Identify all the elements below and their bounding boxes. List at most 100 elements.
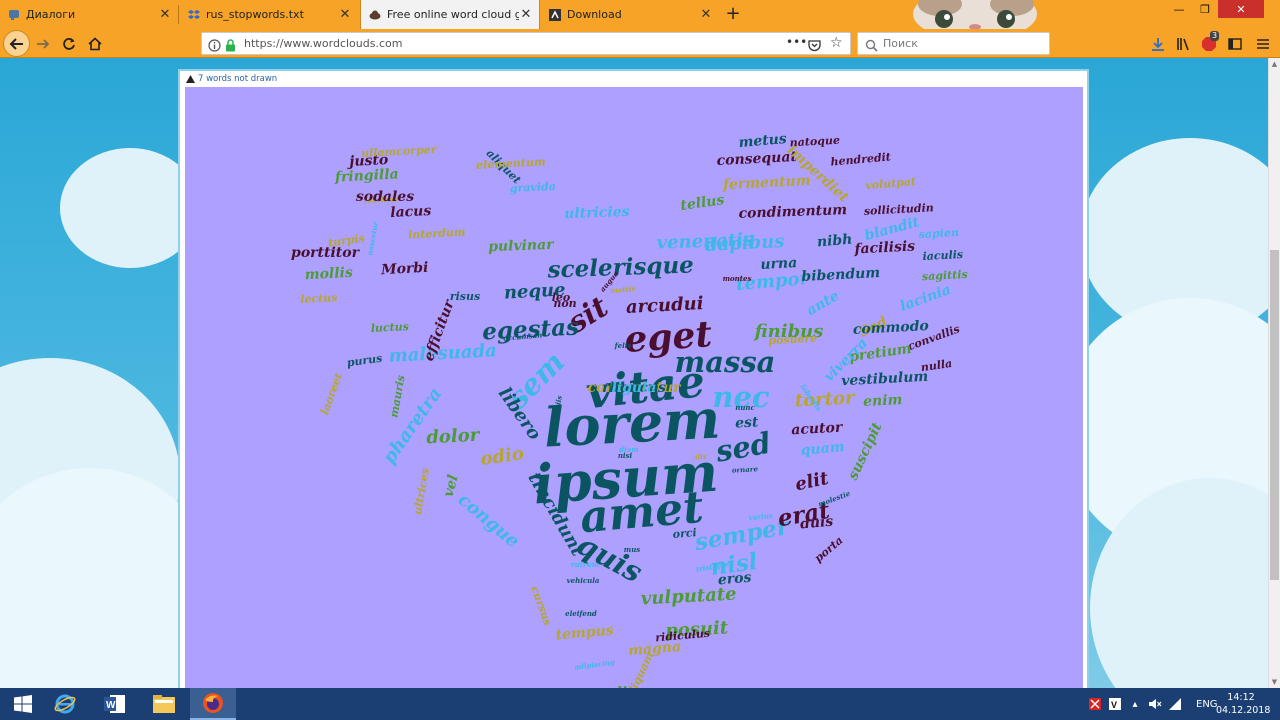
tray-expand-icon[interactable]: ▴ (1132, 698, 1138, 710)
navigation-toolbar: https://www.wordclouds.com ••• ☆ Поиск 3 (0, 29, 1280, 58)
url-bar[interactable]: https://www.wordclouds.com ••• ☆ (201, 32, 851, 55)
wordcloud-word: sodales (356, 189, 414, 205)
restore-button[interactable]: ❐ (1200, 2, 1210, 16)
firefox-icon (203, 693, 223, 713)
wordcloud-word: lacus (390, 203, 432, 221)
taskbar-file-explorer[interactable] (141, 688, 187, 720)
tab-close-icon[interactable]: ✕ (520, 7, 532, 22)
wordcloud-word: nibh (816, 232, 853, 251)
windows-taskbar: W V ▴ ENG 14:12 04.12.2018 (0, 688, 1280, 720)
windows-logo-icon (14, 695, 32, 713)
wordcloud-word: eros (717, 570, 752, 589)
wordcloud-word: vestibulum (841, 369, 929, 390)
svg-text:W: W (106, 700, 116, 711)
tab-close-icon[interactable]: ✕ (700, 7, 712, 22)
minimize-button[interactable]: — (1173, 2, 1185, 16)
wordcloud-word: posuit (665, 617, 730, 641)
tab-wordclouds[interactable]: Free online word cloud generat ✕ (360, 0, 540, 29)
wordcloud-word: diam (619, 445, 639, 454)
search-bar[interactable]: Поиск (857, 32, 1050, 55)
wordcloud-word: neque (503, 279, 566, 303)
wordcloud-word: ipsum (531, 440, 720, 517)
wordcloud-word: accumsan (503, 330, 543, 342)
pocket-icon[interactable] (808, 37, 821, 56)
wordcloud-word: gravida (510, 180, 557, 195)
wordcloud-word: metus (738, 131, 788, 151)
sidebar-button[interactable] (1225, 31, 1245, 56)
wordcloud-word: faucibus (363, 194, 398, 205)
wordcloud-word: porta (812, 534, 846, 565)
wordcloud-word: mollis (304, 265, 353, 283)
wordcloud-word: enim (863, 392, 903, 410)
new-tab-button[interactable]: + (725, 3, 741, 24)
bookmark-star-icon[interactable]: ☆ (830, 35, 843, 51)
input-language-indicator[interactable]: ENG (1196, 698, 1218, 710)
page-content: 7 words not drawn lorem ipsum vitae amet ege… (0, 58, 1268, 688)
tab-stopwords[interactable]: rus_stopwords.txt ✕ (180, 0, 358, 29)
wordcloud-word: justo (346, 152, 389, 170)
page-actions-icon[interactable]: ••• (786, 35, 808, 49)
scroll-down-arrow-icon[interactable]: ▼ (1271, 678, 1278, 686)
reload-button[interactable] (58, 31, 80, 56)
wordcloud-canvas[interactable]: lorem ipsum vitae amet eget massa quis sit sem ne… (185, 87, 1083, 688)
volume-muted-icon[interactable] (1148, 697, 1162, 711)
taskbar-word[interactable]: W (92, 688, 138, 720)
wordcloud-word: turpis (327, 232, 365, 250)
tab-title: rus_stopwords.txt (206, 8, 304, 21)
scroll-thumb[interactable] (1270, 250, 1279, 580)
start-button[interactable] (0, 688, 46, 720)
wordcloud-word: ultrices (411, 467, 432, 516)
warning-icon (186, 75, 195, 83)
wordcloud-word: adipiscing (574, 657, 615, 672)
url-text: https://www.wordclouds.com (244, 37, 403, 50)
wordcloud-word: duis (799, 514, 834, 533)
app-icon (549, 8, 561, 21)
wordcloud-word: venenatis (656, 229, 753, 253)
close-window-button[interactable]: ✕ (1218, 0, 1264, 18)
lock-icon (225, 37, 236, 56)
wordcloud-word: lorem (542, 386, 722, 459)
svg-text:V: V (1111, 700, 1117, 710)
wordcloud-word: nisl (709, 548, 760, 581)
wordcloud-word: eleifend (565, 609, 597, 618)
taskbar-internet-explorer[interactable] (42, 688, 88, 720)
back-button[interactable] (3, 30, 30, 57)
tray-app-icon[interactable]: V (1108, 697, 1122, 711)
scroll-up-arrow-icon[interactable]: ▲ (1271, 60, 1278, 68)
download-icon (1152, 37, 1164, 51)
notice-text: 7 words not drawn (198, 74, 278, 84)
theme-kitten-image (900, 0, 1050, 29)
wordcloud-word: nulla (920, 357, 953, 374)
menu-button[interactable] (1252, 31, 1274, 56)
wordcloud-word: molestie (817, 489, 852, 509)
home-button[interactable] (84, 31, 106, 56)
wordcloud-word: Morbi (380, 260, 429, 279)
wordcloud-word: amet (578, 482, 705, 544)
wordcloud-word: leo (552, 291, 571, 304)
wordcloud-word: nunc (735, 403, 755, 412)
tab-download[interactable]: Download ✕ (541, 0, 719, 29)
info-icon[interactable] (208, 37, 221, 56)
tab-close-icon[interactable]: ✕ (159, 7, 171, 22)
tab-close-icon[interactable]: ✕ (339, 7, 351, 22)
vertical-scrollbar[interactable]: ▲ ▼ (1268, 58, 1280, 688)
clock-date: 04.12.2018 (1216, 705, 1271, 716)
tab-title: Download (567, 8, 622, 21)
wordcloud-word: massa (675, 345, 776, 379)
wordcloud-word: sapien (918, 226, 959, 241)
taskbar-clock[interactable]: 14:12 04.12.2018 (1216, 691, 1271, 717)
wordcloud-word: natoque (789, 134, 840, 150)
downloads-button[interactable] (1148, 31, 1168, 56)
addon-badge: 3 (1210, 31, 1220, 41)
library-button[interactable] (1173, 31, 1193, 56)
folder-icon (153, 695, 175, 713)
forward-button[interactable] (32, 31, 54, 56)
adblock-button[interactable]: 3 (1198, 31, 1220, 56)
wordcloud-word: mattis (610, 284, 636, 295)
tab-dialogs[interactable]: Диалоги ✕ (0, 0, 178, 29)
network-icon[interactable] (1168, 697, 1182, 711)
wordcloud-word: scelerisque (546, 251, 694, 283)
wordcloud-word: facilisis (853, 238, 916, 257)
taskbar-firefox[interactable] (190, 688, 236, 720)
tray-app-icon[interactable] (1088, 697, 1102, 711)
